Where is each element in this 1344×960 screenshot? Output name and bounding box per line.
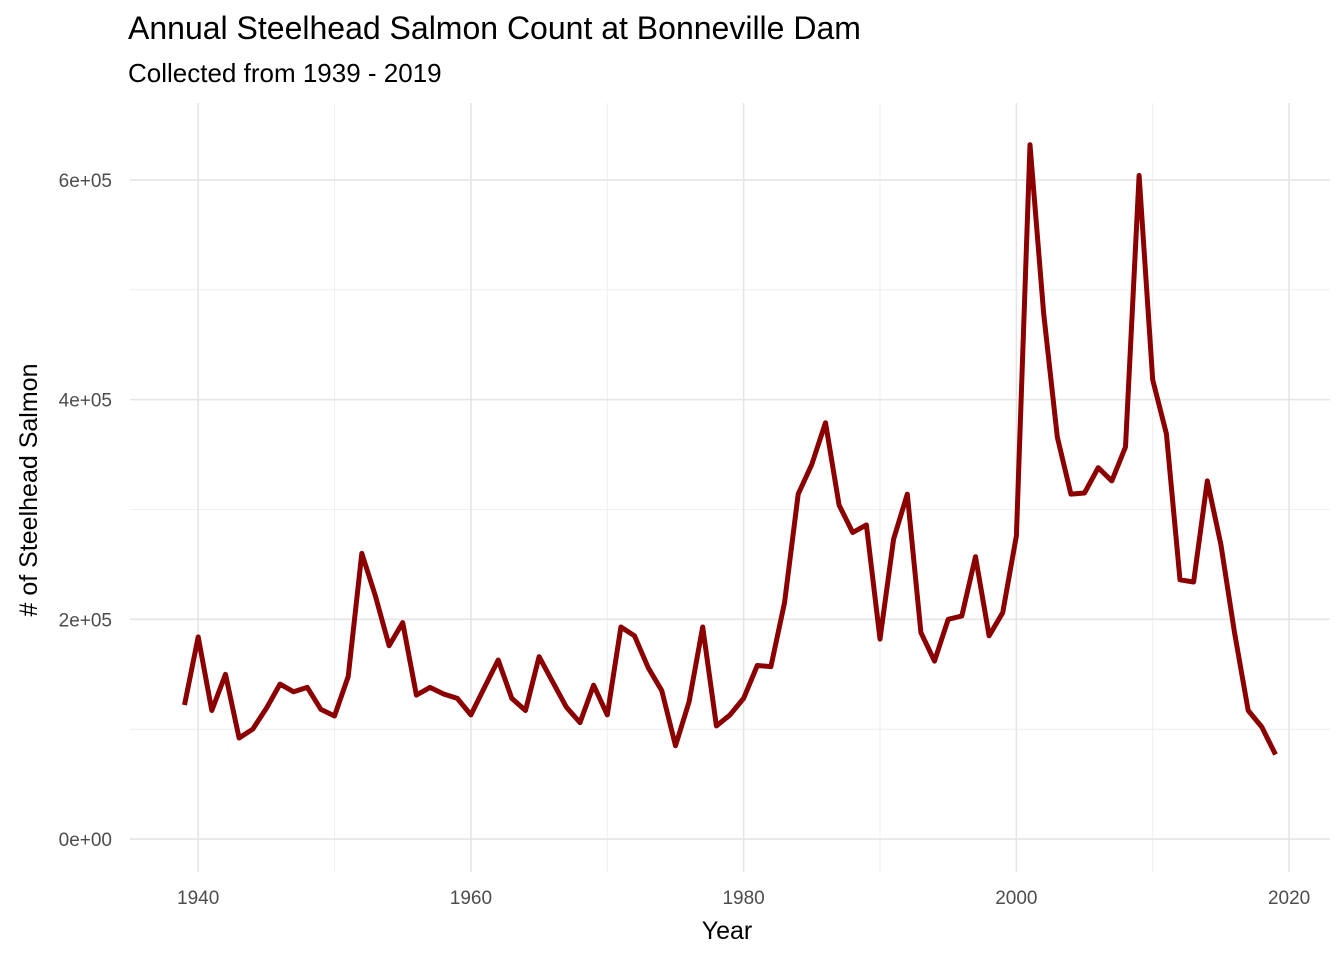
x-tick-labels: 1940 1960 1980 2000 2020 [177, 888, 1310, 909]
minor-gridlines [130, 103, 1330, 872]
chart-title: Annual Steelhead Salmon Count at Bonnevi… [128, 10, 861, 46]
y-tick-label: 4e+05 [59, 391, 112, 412]
y-tick-labels: 0e+00 2e+05 4e+05 6e+05 [59, 171, 112, 851]
y-tick-label: 2e+05 [59, 610, 112, 631]
series-layer [182, 142, 1278, 756]
x-tick-label: 1940 [177, 888, 219, 909]
major-gridlines [130, 103, 1330, 872]
x-tick-label: 1980 [722, 888, 764, 909]
x-tick-label: 1960 [450, 888, 492, 909]
x-tick-label: 2020 [1268, 888, 1310, 909]
series-line [182, 142, 1278, 756]
chart-subtitle: Collected from 1939 - 2019 [128, 58, 442, 88]
y-tick-label: 6e+05 [59, 171, 112, 192]
x-tick-label: 2000 [995, 888, 1037, 909]
x-axis-title: Year [702, 917, 753, 945]
y-tick-label: 0e+00 [59, 830, 112, 851]
y-axis-title: # of Steelhead Salmon [15, 364, 43, 617]
